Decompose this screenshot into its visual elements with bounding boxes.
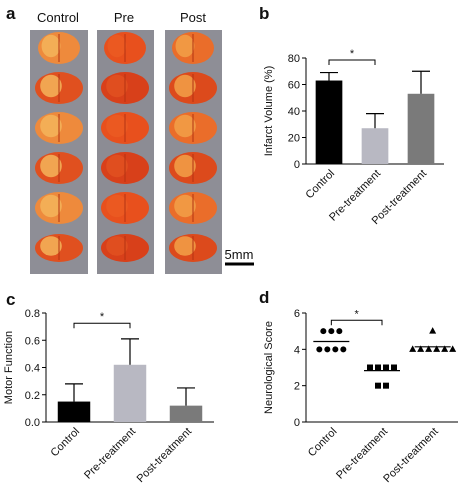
infarct-region: [40, 194, 62, 218]
infarct-region: [174, 154, 196, 178]
bar: [113, 364, 147, 422]
data-point: [449, 345, 457, 352]
y-tick-label: 4: [294, 344, 300, 356]
group-label-control: Control: [37, 10, 79, 25]
data-point: [409, 345, 417, 352]
panel-letter-d: d: [259, 288, 269, 307]
panel-letter-a: a: [6, 4, 16, 23]
infarct-region: [174, 74, 196, 98]
group-label-pre: Pre: [114, 10, 134, 25]
infarct-region: [107, 34, 127, 58]
data-point: [324, 346, 331, 353]
infarct-region: [40, 114, 62, 138]
photo-strip-post: [165, 30, 222, 274]
data-point: [417, 345, 425, 352]
significance-star: *: [350, 48, 355, 60]
significance-bracket: [73, 322, 131, 329]
bar: [407, 93, 435, 164]
infarct-region: [174, 194, 196, 218]
infarct-region: [40, 236, 62, 256]
y-tick-label: 20: [288, 133, 300, 145]
x-tick-label: Control: [304, 168, 338, 202]
infarct-region: [40, 154, 62, 178]
chart-c: 0.0 0.2 0.4 0.6 0.8 Motor Function Control Pre-…: [3, 308, 214, 485]
y-tick-label: 0.0: [25, 417, 40, 429]
data-point: [425, 345, 433, 352]
significance-star: *: [355, 308, 360, 320]
significance-bracket: [328, 59, 376, 65]
y-tick-label: 0.4: [25, 363, 40, 375]
group-label-post: Post: [180, 10, 206, 25]
y-tick-label: 80: [288, 53, 300, 65]
y-tick-label: 0: [294, 417, 300, 429]
x-tick-label: Control: [49, 426, 83, 460]
data-point: [336, 328, 343, 335]
bar: [361, 128, 389, 164]
data-point: [375, 364, 381, 371]
data-point: [316, 346, 323, 353]
y-tick-label: 0: [294, 159, 300, 171]
y-tick-label: 60: [288, 80, 300, 92]
bar: [57, 401, 91, 422]
data-point: [429, 327, 437, 334]
y-tick-label: 40: [288, 106, 300, 118]
infarct-region: [175, 34, 195, 58]
infarct-region: [106, 114, 128, 138]
infarct-region: [41, 34, 61, 58]
y-tick-label: 0.6: [25, 335, 40, 347]
infarct-region: [106, 194, 128, 218]
panel-letter-c: c: [6, 290, 15, 309]
y-axis-label: Neurological Score: [263, 321, 275, 414]
x-tick-label: Post-treatment: [135, 426, 194, 485]
bar: [315, 80, 343, 164]
data-point: [391, 364, 397, 371]
panel-letter-b: b: [259, 4, 269, 23]
chart-d: 0 2 4 6 Neurological Score ControlPre-treatme…: [263, 308, 458, 485]
infarct-region: [106, 74, 128, 98]
y-axis-label: Motor Function: [3, 331, 15, 404]
infarct-region: [106, 154, 128, 178]
x-tick-label: Pre-treatment: [82, 426, 138, 482]
significance-star: *: [100, 311, 105, 323]
x-tick-label: Control: [306, 426, 340, 460]
x-tick-label: Pre-treatment: [334, 426, 390, 482]
y-axis-label: Infarct Volume (%): [263, 66, 275, 156]
data-point: [367, 364, 373, 371]
data-point: [383, 364, 389, 371]
data-point: [383, 382, 389, 389]
infarct-region: [40, 74, 62, 98]
bar: [169, 405, 203, 422]
infarct-region: [174, 114, 196, 138]
photo-strip-pre: [97, 30, 154, 274]
data-point: [340, 346, 347, 353]
data-point: [433, 345, 441, 352]
infarct-region: [106, 236, 128, 256]
y-tick-label: 2: [294, 381, 300, 393]
data-point: [320, 328, 327, 335]
y-tick-label: 0.8: [25, 308, 40, 320]
data-point: [328, 328, 335, 335]
scale-bar-label: 5mm: [225, 247, 254, 262]
y-tick-label: 6: [294, 308, 300, 320]
data-point: [441, 345, 449, 352]
data-point: [332, 346, 339, 353]
panel-a: a Control Pre Post 5mm: [6, 4, 254, 274]
significance-bracket: [330, 319, 383, 326]
infarct-region: [174, 236, 196, 256]
y-tick-label: 0.2: [25, 390, 40, 402]
x-tick-label: Post-treatment: [381, 426, 440, 485]
data-point: [375, 382, 381, 389]
